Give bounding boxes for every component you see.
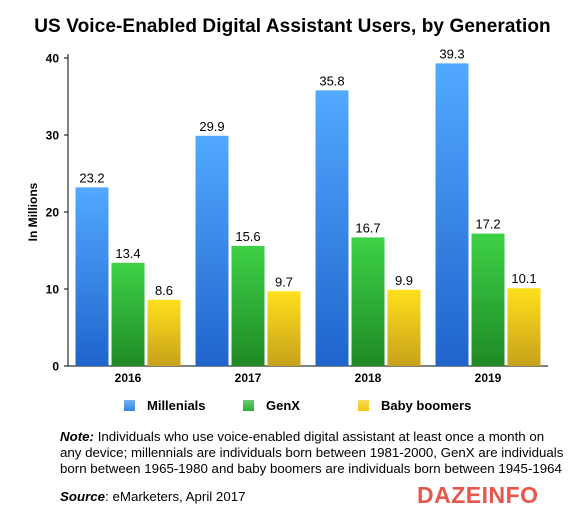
source-line: Source: eMarketers, April 2017: [60, 489, 246, 504]
data-label: 10.1: [511, 271, 536, 286]
data-label: 29.9: [199, 119, 224, 134]
x-tick-label: 2018: [355, 371, 382, 385]
bar: [267, 291, 301, 366]
chart-plot: 0 10 20 30 40 In Millions 2016 2017 2018 2019 23.…: [26, 46, 548, 385]
data-label: 13.4: [115, 246, 140, 261]
data-label: 35.8: [319, 73, 344, 88]
legend-label: Millenials: [147, 398, 206, 413]
legend-swatch: [124, 400, 135, 411]
source-label: Source: [60, 489, 106, 504]
legend: Millenials GenX Baby boomers: [0, 398, 585, 414]
bar: [195, 135, 229, 366]
legend-item: Millenials: [124, 398, 206, 413]
legend-swatch: [243, 400, 254, 411]
y-axis-label: In Millions: [26, 182, 40, 241]
footnote: Note: Individuals who use voice-enabled …: [60, 429, 565, 477]
legend-label: Baby boomers: [381, 398, 472, 413]
chart-title: US Voice-Enabled Digital Assistant Users…: [34, 16, 551, 37]
source-text: : eMarketers, April 2017: [105, 489, 246, 504]
x-tick-label: 2016: [115, 371, 142, 385]
bar: [507, 288, 541, 366]
legend-item: Baby boomers: [358, 398, 471, 413]
y-tick-label: 20: [46, 206, 60, 220]
x-tick-label: 2017: [235, 371, 262, 385]
data-label: 9.9: [395, 273, 413, 288]
y-tick-label: 0: [52, 360, 59, 374]
bar: [471, 233, 505, 366]
y-tick-label: 40: [46, 52, 60, 66]
bar: [231, 245, 265, 366]
data-label: 9.7: [275, 274, 293, 289]
y-tick-label: 10: [46, 283, 60, 297]
legend-item: GenX: [243, 398, 300, 413]
bar: [387, 289, 421, 366]
data-label: 17.2: [475, 217, 500, 232]
bar: [111, 262, 145, 366]
note-label: Note:: [60, 429, 94, 444]
data-label: 15.6: [235, 229, 260, 244]
data-label: 16.7: [355, 220, 380, 235]
bar: [147, 299, 181, 366]
legend-label: GenX: [266, 398, 300, 413]
bar: [315, 90, 349, 366]
data-label: 8.6: [155, 283, 173, 298]
legend-swatch: [358, 400, 369, 411]
data-label: 39.3: [439, 46, 464, 61]
y-tick-label: 30: [46, 129, 60, 143]
x-tick-label: 2019: [475, 371, 502, 385]
bar: [351, 237, 385, 366]
brand-logo: DAZEINFO: [417, 482, 539, 508]
data-label: 23.2: [79, 170, 104, 185]
note-text: Individuals who use voice-enabled digita…: [60, 429, 564, 476]
bar: [435, 63, 469, 366]
bar: [75, 187, 109, 366]
